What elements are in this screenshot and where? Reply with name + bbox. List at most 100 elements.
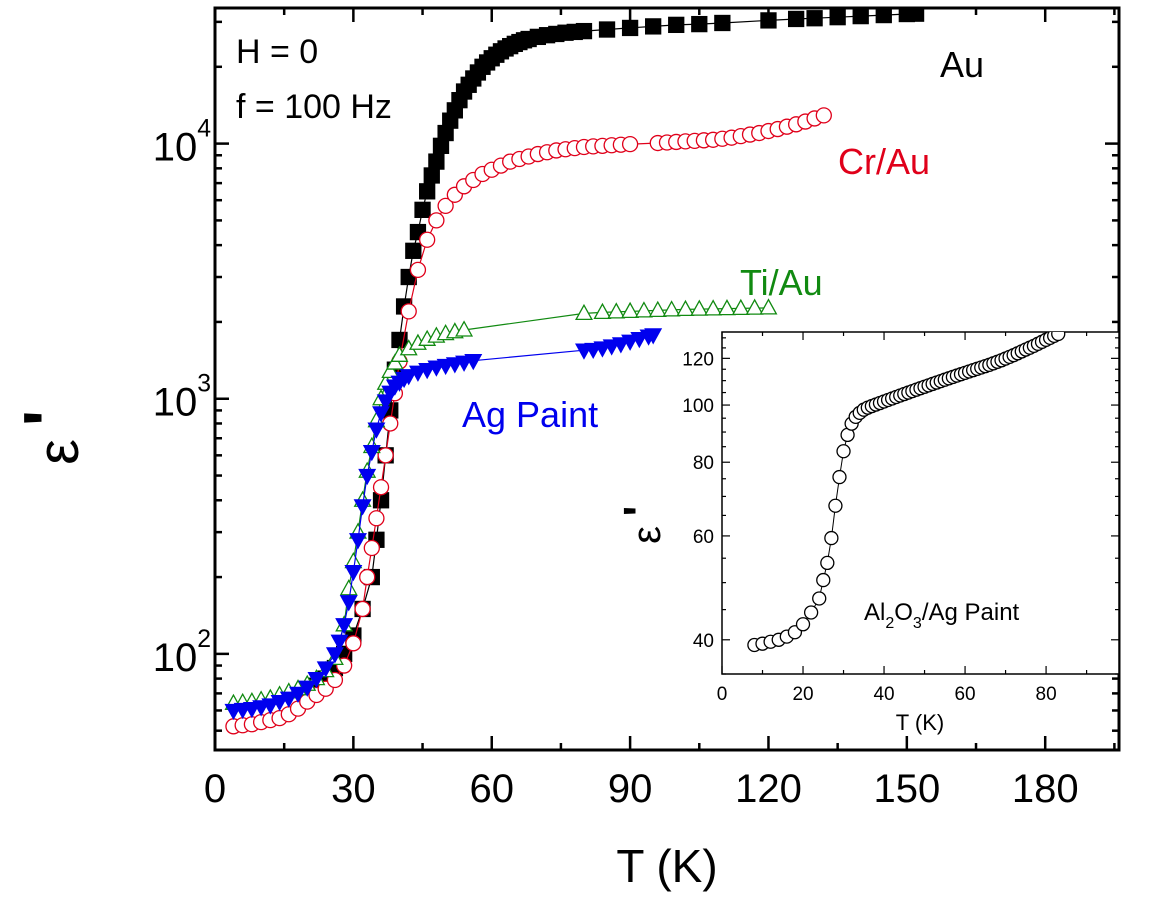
y-tick-label: 103 (153, 371, 211, 425)
annotation-h: H = 0 (236, 33, 318, 71)
data-point (330, 634, 349, 651)
data-point (662, 300, 681, 317)
y-tick-label: 80 (693, 453, 714, 474)
data-point (621, 301, 640, 319)
data-point (372, 479, 390, 496)
data-point (428, 153, 445, 170)
data-point (455, 320, 474, 337)
data-point (759, 298, 778, 315)
data-point (645, 18, 662, 35)
data-point (423, 167, 440, 184)
data-point (349, 533, 367, 550)
data-point (339, 595, 358, 612)
x-tick-label: 150 (873, 767, 940, 811)
data-point (760, 12, 777, 29)
data-point (399, 369, 418, 386)
data-point (377, 447, 394, 464)
inset-ticks: 0 20 40 60 80 40 60 80 100 120 (682, 332, 1119, 705)
series-label-ag-paint: Ag Paint (462, 394, 598, 435)
data-point (298, 680, 317, 697)
data-point (621, 334, 640, 351)
data-point (344, 565, 363, 582)
y-tick-label-exponent: 3 (197, 371, 211, 398)
data-point (419, 231, 436, 248)
y-tick-label: 102 (153, 626, 211, 680)
y-tick-label-base: 10 (153, 381, 198, 425)
data-point (690, 299, 709, 316)
x-tick-label: 0 (717, 684, 728, 705)
data-point (575, 22, 593, 40)
x-tick-label: 180 (1012, 767, 1079, 811)
data-point (607, 302, 626, 319)
data-point (648, 300, 667, 318)
data-point (803, 605, 819, 620)
data-point (731, 298, 750, 316)
x-tick-label: 60 (469, 767, 514, 811)
data-point (289, 686, 307, 703)
main-series (224, 8, 925, 735)
y-tick-label: 104 (153, 116, 212, 170)
data-point (832, 469, 847, 485)
data-point (418, 363, 437, 380)
data-point (335, 618, 354, 635)
x-tick-label: 20 (792, 684, 813, 705)
series-label-ti-au: Ti/Au (740, 262, 823, 303)
data-point (345, 635, 362, 652)
inset-sample-label-o: O (894, 599, 913, 626)
y-axis-label: ε ' (9, 410, 91, 465)
x-axis-label: T (K) (616, 840, 717, 892)
data-point (575, 303, 593, 321)
series-label-cr-au: Cr/Au (838, 141, 930, 182)
y-tick-label: 60 (693, 527, 714, 548)
data-point (836, 444, 851, 459)
data-point (381, 361, 400, 379)
data-point (704, 299, 723, 316)
data-point (325, 647, 344, 664)
inset-y-axis-label-main: ε (625, 526, 669, 544)
data-point (714, 14, 731, 32)
x-tick-label: 120 (735, 767, 802, 811)
data-point (279, 691, 298, 708)
data-point (1051, 332, 1066, 342)
y-axis-label-mark: ' (9, 410, 87, 427)
data-point (359, 568, 376, 586)
data-point (408, 365, 427, 382)
data-point (815, 107, 832, 124)
data-point (270, 694, 289, 712)
data-point (368, 510, 385, 527)
data-point (428, 212, 445, 229)
inset-sample-label: Al2O3/Ag Paint (864, 599, 1020, 632)
inset-y-axis-label-mark: ' (614, 506, 666, 517)
data-point (405, 242, 422, 259)
y-tick-label: 100 (682, 396, 714, 417)
y-tick-label: 40 (693, 631, 714, 652)
inset-x-axis-label: T (K) (896, 710, 944, 735)
x-tick-label: 80 (1036, 684, 1057, 705)
x-tick-label: 0 (204, 767, 226, 811)
x-tick-label: 30 (331, 767, 376, 811)
data-point (621, 136, 639, 153)
data-point (795, 617, 811, 632)
data-point (824, 530, 839, 546)
data-point (745, 298, 764, 315)
data-point (261, 698, 280, 715)
data-point (812, 591, 827, 606)
data-point (307, 671, 326, 689)
data-point (339, 579, 358, 596)
data-point (598, 21, 616, 38)
data-point (611, 337, 630, 354)
series-ag-paint (224, 328, 663, 721)
data-point (852, 8, 869, 25)
data-point (367, 422, 386, 439)
data-point (820, 555, 835, 571)
data-point (382, 415, 399, 432)
data-point (400, 303, 417, 320)
data-point (621, 19, 639, 37)
data-point (907, 8, 925, 22)
x-tick-label: 40 (873, 684, 894, 705)
series-cr-au (225, 107, 832, 735)
series-label-au: Au (940, 44, 984, 85)
data-point (717, 299, 736, 316)
inset-y-axis-label: ε ' (614, 506, 669, 544)
